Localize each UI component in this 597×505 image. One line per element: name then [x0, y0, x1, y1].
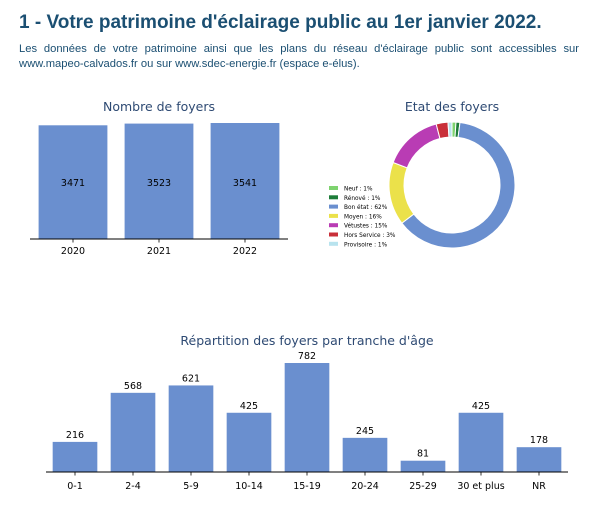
pie-slice — [447, 121, 453, 138]
data-label: 425 — [472, 401, 490, 412]
data-label: 245 — [356, 426, 374, 437]
pie-slice — [401, 121, 516, 249]
bar — [400, 460, 446, 472]
data-label: 216 — [66, 430, 84, 441]
chart-title: Répartition des foyers par tranche d'âge — [180, 333, 433, 348]
legend-swatch — [329, 186, 338, 190]
chart-title: Nombre de foyers — [103, 99, 215, 114]
bar — [168, 385, 214, 472]
data-label: 621 — [182, 373, 200, 384]
legend-swatch — [329, 232, 338, 237]
bar — [110, 392, 156, 472]
data-label: 3471 — [61, 178, 85, 189]
chart-title: Etat des foyers — [405, 99, 499, 114]
legend-label: Neuf : 1% — [344, 187, 373, 193]
data-label: 81 — [417, 449, 429, 460]
legend-swatch — [329, 204, 338, 209]
legend-label: Vétustes : 15% — [344, 223, 388, 230]
legend-label: Hors Service : 3% — [344, 233, 396, 239]
data-label: 3523 — [147, 178, 171, 189]
data-label: 568 — [124, 381, 142, 392]
bar — [342, 437, 388, 472]
bar — [38, 125, 108, 239]
data-label: 782 — [298, 351, 316, 362]
x-tick-label: NR — [532, 481, 546, 492]
legend-swatch — [329, 213, 338, 218]
x-tick-label: 2022 — [233, 246, 257, 257]
bar — [52, 441, 98, 472]
legend-label: Moyen : 16% — [344, 214, 382, 220]
legend-label: Bon état : 62% — [344, 204, 388, 211]
intro-text: Les données de votre patrimoine ainsi qu… — [19, 43, 579, 70]
x-tick-label: 2020 — [61, 246, 85, 257]
legend-swatch — [329, 223, 338, 228]
data-label: 3541 — [233, 178, 257, 189]
x-tick-label: 30 et plus — [457, 481, 504, 492]
pie-slice — [388, 161, 415, 224]
x-tick-label: 20-24 — [351, 481, 379, 492]
pie-slice — [392, 123, 441, 169]
legend-swatch — [329, 241, 338, 246]
bar — [284, 363, 330, 472]
x-tick-label: 2-4 — [125, 481, 141, 492]
legend-label: Rénové : 1% — [344, 195, 381, 202]
data-label: 178 — [530, 435, 548, 446]
x-tick-label: 25-29 — [409, 481, 437, 492]
x-tick-label: 15-19 — [293, 481, 321, 492]
bar — [124, 123, 194, 239]
x-tick-label: 10-14 — [235, 481, 263, 492]
bar — [210, 123, 280, 239]
legend-label: Provisoire : 1% — [344, 242, 388, 248]
bar — [226, 412, 272, 472]
page-title: 1 - Votre patrimoine d'éclairage public … — [19, 12, 542, 33]
data-label: 425 — [240, 401, 258, 412]
x-tick-label: 2021 — [147, 246, 171, 257]
x-tick-label: 5-9 — [183, 481, 199, 492]
legend-swatch — [329, 195, 338, 200]
bar — [516, 447, 562, 472]
bar — [458, 412, 504, 472]
x-tick-label: 0-1 — [67, 481, 83, 492]
